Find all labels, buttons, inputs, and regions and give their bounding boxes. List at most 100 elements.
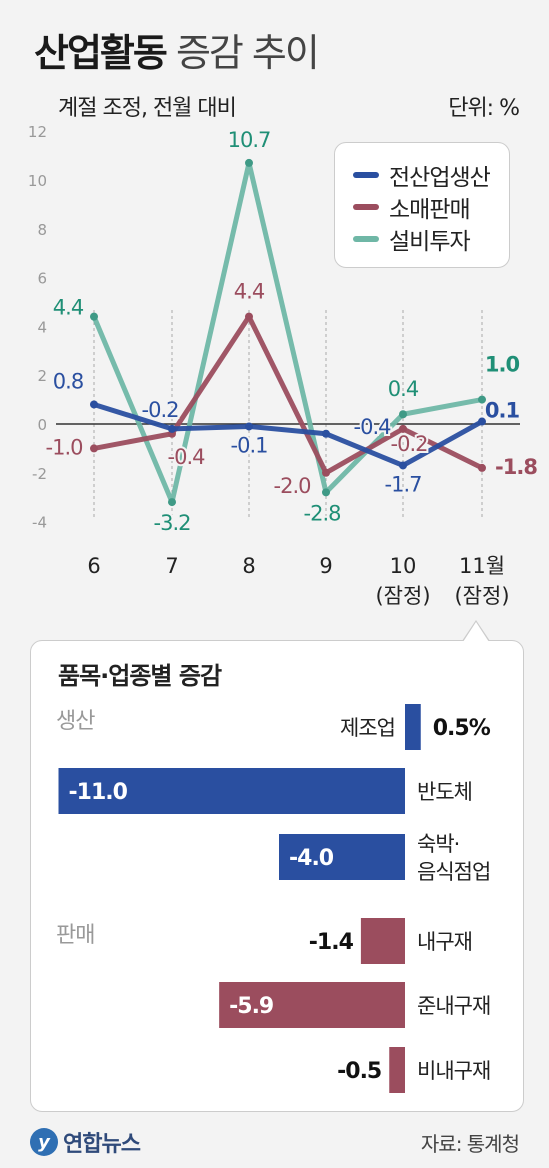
bar-category-label: 음식점업 [417,860,490,884]
data-point [478,463,486,472]
data-point [168,498,176,507]
data-label: 4.4 [53,296,84,320]
x-tick-label: 8 [242,554,255,578]
legend-label-sales: 소매판매 [389,197,471,223]
data-point [478,417,486,426]
logo-text: 연합뉴스 [63,1132,141,1157]
data-label: -2.0 [274,474,311,498]
group-label: 판매 [56,923,94,948]
data-label: -0.1 [231,433,268,457]
panel-title: 품목·업종별 증감 [58,662,222,690]
legend-label-production: 전산업생산 [389,165,491,191]
bar [389,1047,405,1093]
data-point [90,400,98,409]
data-point [399,410,407,419]
y-tick-label: 4 [37,318,47,336]
x-tick-label: 10 [390,554,417,578]
bar-category-label: 비내구재 [417,1059,490,1083]
data-label: -1.7 [385,472,422,496]
y-tick-label: 2 [37,367,47,385]
y-tick-label: 6 [37,270,47,288]
data-point [322,429,330,438]
data-label: 0.8 [53,369,83,393]
bar-category-label: 반도체 [417,780,472,804]
data-label: -0.4 [168,445,206,469]
x-tick-label: 7 [165,554,178,578]
legend-swatch-sales [353,204,379,210]
data-point [168,424,176,433]
data-point [399,461,407,470]
data-point [245,312,253,321]
page-title: 산업활동 증감 추이 [34,22,320,77]
group-label: 생산 [56,709,95,734]
chart-subtitle: 계절 조정, 전월 대비 [58,96,237,121]
bar-value-label: -0.5 [337,1059,381,1084]
data-label: 0.1 [485,399,520,423]
data-point [322,488,330,497]
bar-category-label: 준내구재 [417,994,490,1018]
bar-value-label: -5.9 [229,994,273,1019]
bar [279,834,405,880]
series-line [91,401,485,468]
bar-value-label: -1.4 [309,930,354,955]
y-tick-label: 12 [28,123,47,141]
data-label: -0.4 [354,415,392,439]
data-label: 10.7 [228,128,271,152]
bar [58,768,405,814]
breakdown-panel [30,640,524,1112]
data-point [90,444,98,453]
x-tick-label: (잠정) [454,584,509,608]
legend-item-sales: 소매판매 [353,191,491,223]
data-point [245,422,253,431]
y-tick-label: 8 [37,221,47,239]
legend-item-production: 전산업생산 [353,159,491,191]
line-chart-legend: 전산업생산 소매판매 설비투자 [334,142,510,268]
bar [405,704,421,750]
bar-category-label: 숙박· [417,832,459,856]
series-line [91,160,485,505]
legend-label-investment: 설비투자 [389,229,471,255]
x-tick-label: 11월 [459,554,505,578]
data-point [322,468,330,477]
x-tick-label: (잠정) [375,584,430,608]
x-tick-label: 9 [319,554,332,578]
bar [219,982,405,1028]
data-point [478,395,486,404]
y-tick-label: -4 [32,514,47,532]
legend-swatch-investment [353,236,379,242]
data-label: -3.2 [154,511,191,535]
data-point [245,158,253,167]
data-label: -2.8 [304,501,341,525]
series-line [91,314,485,476]
agency-logo: y 연합뉴스 [30,1126,141,1158]
unit-label: 단위: % [448,96,520,121]
data-label: 1.0 [485,353,520,377]
data-point [399,424,407,433]
legend-swatch-production [353,172,379,178]
data-point [90,312,98,321]
data-label: -0.2 [391,432,428,456]
bar-category-label: 제조업 [340,716,395,740]
bar-value-label: 0.5% [433,716,491,741]
title-bold: 산업활동 [34,31,168,75]
data-label: 4.4 [234,280,265,304]
y-tick-label: 10 [28,172,47,190]
source-credit: 자료: 통계청 [420,1132,520,1156]
data-label: 0.4 [388,377,419,401]
title-light: 증감 추이 [175,31,320,75]
data-label: -0.2 [142,398,179,422]
legend-item-investment: 설비투자 [353,223,491,255]
data-label: -1.8 [495,455,537,479]
panel-pointer-fill [463,622,489,642]
x-tick-label: 6 [87,554,100,578]
y-tick-label: -2 [32,465,47,483]
bar [360,918,405,964]
y-tick-label: 0 [37,416,47,434]
logo-mark-icon: y [30,1128,58,1156]
data-label: -1.0 [46,435,83,459]
bar-value-label: -4.0 [289,846,334,871]
bar-category-label: 내구재 [417,930,472,954]
bar-value-label: -11.0 [69,780,128,805]
